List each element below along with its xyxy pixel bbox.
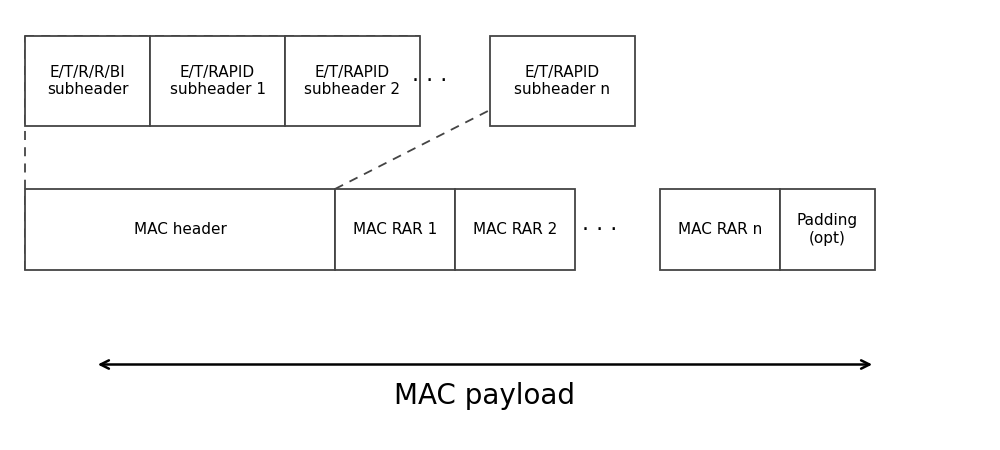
FancyBboxPatch shape xyxy=(25,189,335,270)
FancyBboxPatch shape xyxy=(150,36,285,126)
Text: MAC RAR 1: MAC RAR 1 xyxy=(353,222,437,237)
Text: · · ·: · · · xyxy=(412,71,448,91)
FancyBboxPatch shape xyxy=(335,189,455,270)
FancyBboxPatch shape xyxy=(455,189,575,270)
FancyBboxPatch shape xyxy=(285,36,420,126)
Text: MAC payload: MAC payload xyxy=(394,382,576,410)
Text: MAC RAR n: MAC RAR n xyxy=(678,222,762,237)
Text: E/T/RAPID
subheader 1: E/T/RAPID subheader 1 xyxy=(170,65,266,97)
FancyBboxPatch shape xyxy=(490,36,635,126)
Text: · · ·: · · · xyxy=(582,220,618,239)
Text: E/T/RAPID
subheader 2: E/T/RAPID subheader 2 xyxy=(304,65,400,97)
FancyBboxPatch shape xyxy=(660,189,780,270)
Text: E/T/R/R/BI
subheader: E/T/R/R/BI subheader xyxy=(47,65,128,97)
Text: Padding
(opt): Padding (opt) xyxy=(797,213,858,246)
FancyBboxPatch shape xyxy=(780,189,875,270)
Text: E/T/RAPID
subheader n: E/T/RAPID subheader n xyxy=(514,65,610,97)
Text: MAC header: MAC header xyxy=(134,222,226,237)
FancyBboxPatch shape xyxy=(25,36,150,126)
Text: MAC RAR 2: MAC RAR 2 xyxy=(473,222,557,237)
